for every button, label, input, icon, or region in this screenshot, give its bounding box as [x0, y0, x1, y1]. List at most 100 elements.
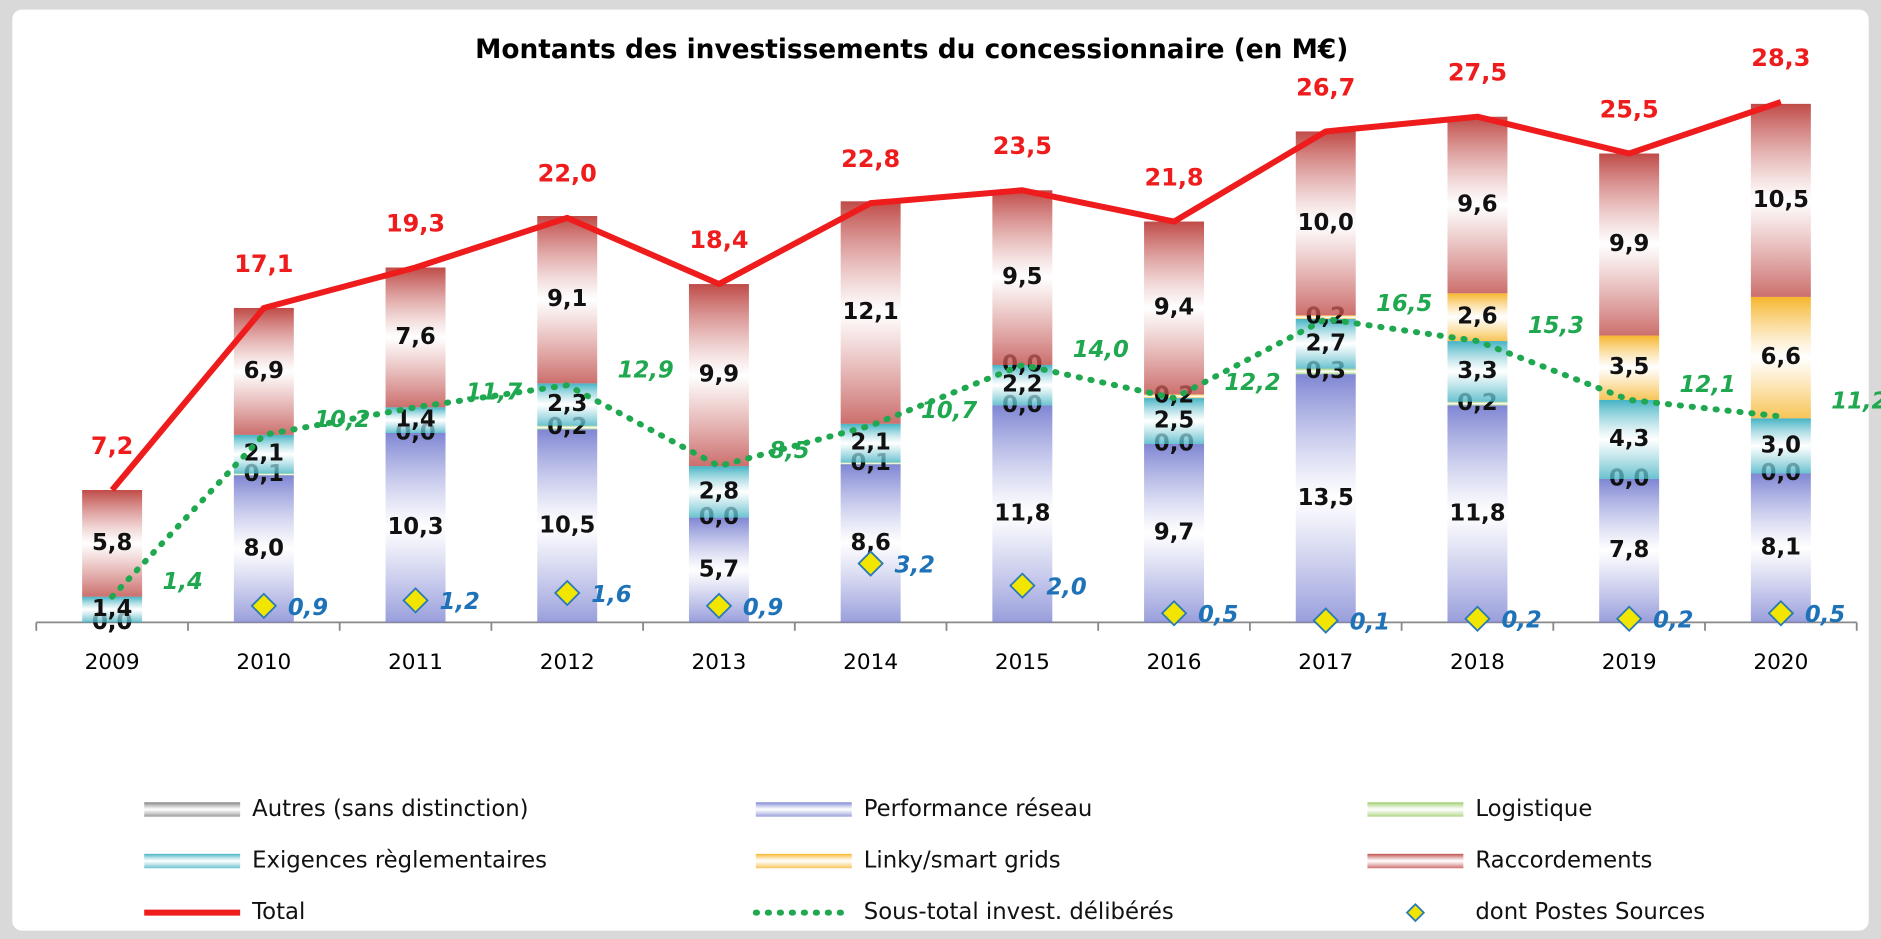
data-label: 2,5	[1154, 408, 1194, 434]
subtotal-label: 15,3	[1528, 313, 1584, 339]
chart-title: Montants des investissements du concessi…	[475, 35, 1348, 65]
bar-segment	[1599, 399, 1660, 479]
data-label: 3,5	[1609, 354, 1649, 380]
data-label: 4,3	[1609, 426, 1649, 452]
bar-segment	[1599, 335, 1660, 400]
data-label: 12,1	[843, 299, 899, 325]
subtotal-label: 12,1	[1680, 372, 1736, 398]
data-label: 9,9	[699, 362, 739, 388]
data-label: 2,3	[547, 391, 587, 417]
total-label: 22,8	[841, 145, 900, 173]
data-label: 9,7	[1154, 520, 1194, 546]
postes-marker	[402, 587, 429, 614]
data-label: 8,0	[244, 535, 284, 561]
bar-segment	[233, 473, 294, 476]
bar-segment	[385, 267, 446, 408]
total-label: 23,5	[993, 132, 1052, 160]
subtotal-label: 1,4	[162, 569, 202, 595]
total-label: 19,3	[386, 209, 445, 237]
x-tick-label: 2014	[843, 650, 898, 675]
postes-label: 3,2	[895, 552, 935, 578]
bar-segment	[1144, 444, 1205, 623]
bar-segment	[385, 407, 446, 434]
data-label: 9,9	[1609, 231, 1649, 257]
postes-label: 0,2	[1501, 608, 1541, 634]
postes-marker	[1009, 572, 1036, 599]
data-label: 11,8	[994, 500, 1050, 526]
total-label: 26,7	[1296, 73, 1355, 101]
data-label: 2,8	[699, 478, 739, 504]
subtotal-label: 10,2	[314, 407, 370, 433]
bar-segment	[537, 383, 598, 426]
postes-label: 0,5	[1198, 602, 1238, 628]
x-tick-label: 2011	[388, 650, 443, 675]
legend-swatch	[755, 853, 852, 869]
bar-segment	[688, 466, 749, 518]
legend-swatch	[144, 853, 241, 869]
x-tick-label: 2018	[1450, 650, 1505, 675]
data-label: 9,6	[1457, 191, 1497, 217]
bar-segment	[1750, 296, 1811, 419]
bar-segment	[1295, 315, 1356, 319]
legend-label: Raccordements	[1475, 848, 1652, 874]
x-tick-label: 2016	[1147, 650, 1202, 675]
legend-label: Logistique	[1475, 796, 1592, 822]
subtotal-label: 11,2	[1831, 389, 1881, 415]
bar-segment	[1750, 103, 1811, 297]
data-label: 10,3	[387, 514, 443, 540]
total-label: 7,2	[91, 432, 133, 460]
bar-segment	[1447, 116, 1508, 294]
subtotal-label: 10,7	[921, 398, 977, 424]
bar-segment	[1144, 221, 1205, 395]
legend-label: Linky/smart grids	[864, 848, 1061, 874]
postes-marker	[1312, 607, 1340, 634]
bar-segment	[537, 425, 598, 430]
postes-label: 0,9	[743, 595, 783, 621]
data-label: 6,6	[1761, 344, 1801, 370]
total-label: 28,3	[1751, 44, 1810, 72]
postes-marker	[1615, 605, 1643, 632]
bar-segment	[840, 462, 901, 465]
bar-segment	[1295, 374, 1356, 623]
postes-label: 0,5	[1805, 602, 1845, 628]
subtotal-label: 14,0	[1073, 337, 1129, 363]
bar-segment	[1447, 401, 1508, 406]
data-label: 9,1	[547, 286, 587, 312]
bar-segment	[82, 596, 143, 623]
data-label: 10,5	[539, 512, 595, 538]
data-label: 1,4	[92, 596, 132, 622]
data-label: 2,1	[244, 441, 284, 467]
bar-segment	[688, 284, 749, 467]
bar-segment	[1750, 418, 1811, 474]
data-label: 13,5	[1298, 485, 1354, 511]
legend-label: Sous-total invest. délibérés	[864, 899, 1174, 925]
data-label: 3,0	[1761, 432, 1801, 458]
data-label: 6,9	[244, 358, 284, 384]
bar-segment	[1295, 318, 1356, 369]
data-label: 3,3	[1457, 358, 1497, 384]
bar-segment	[537, 216, 598, 384]
subtotal-label: 16,5	[1376, 291, 1432, 317]
postes-label: 1,6	[591, 582, 631, 608]
bar-segment	[1599, 478, 1660, 623]
legend-label: Total	[251, 899, 305, 925]
total-line	[109, 99, 1782, 492]
data-label: 2,7	[1306, 330, 1346, 356]
legend-swatch	[755, 802, 852, 817]
total-label: 22,0	[538, 160, 597, 188]
bar-segment	[840, 464, 901, 623]
data-label: 9,5	[1002, 264, 1042, 290]
subtotal-label: 12,2	[1224, 370, 1280, 396]
postes-marker	[1160, 599, 1188, 627]
legend-label: Performance réseau	[864, 796, 1093, 822]
legend-label: Exigences règlementaires	[252, 848, 547, 874]
legend-label: Autres (sans distinction)	[252, 796, 528, 822]
data-label: 2,6	[1457, 304, 1497, 330]
postes-marker	[553, 579, 581, 607]
subtotal-label: 11,7	[466, 379, 522, 405]
postes-label: 0,9	[288, 595, 328, 621]
data-label: 7,6	[395, 324, 435, 350]
total-label: 27,5	[1448, 59, 1507, 87]
